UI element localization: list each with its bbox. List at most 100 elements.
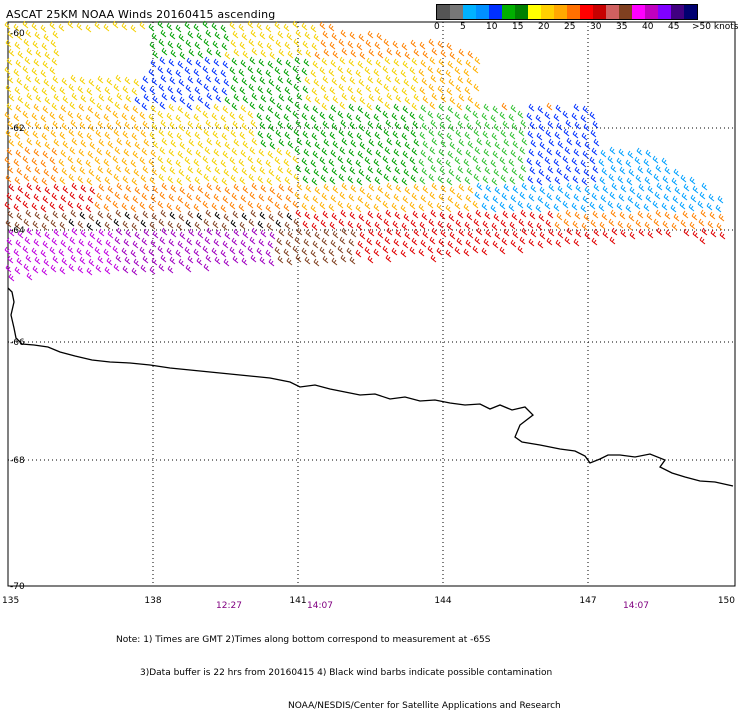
wind-barb <box>320 219 327 228</box>
wind-barb <box>521 182 528 191</box>
wind-barb <box>403 168 410 177</box>
wind-barb <box>249 191 256 200</box>
wind-barb <box>277 30 284 39</box>
wind-barb <box>322 120 329 129</box>
wind-barb <box>314 186 321 195</box>
wind-barb <box>454 201 461 210</box>
wind-barb <box>494 231 501 240</box>
wind-barb <box>692 185 699 194</box>
wind-barb <box>295 74 302 83</box>
wind-barb <box>547 210 554 219</box>
wind-barb <box>204 56 211 65</box>
wind-barb <box>350 229 357 238</box>
wind-barb <box>454 66 461 75</box>
wind-barb <box>267 240 274 249</box>
wind-barb <box>204 191 211 200</box>
wind-barb <box>26 47 33 56</box>
wind-barb <box>250 209 257 218</box>
wind-barb <box>689 176 696 185</box>
wind-barb <box>224 231 231 240</box>
scale-swatch <box>632 5 645 19</box>
wind-barb <box>448 78 455 87</box>
wind-barb <box>214 211 221 220</box>
wind-barb <box>589 156 596 165</box>
wind-barb <box>142 255 149 264</box>
wind-barb <box>6 102 13 111</box>
wind-barb <box>529 121 536 130</box>
wind-barb <box>278 183 285 192</box>
wind-barb <box>563 218 570 227</box>
wind-barb <box>365 129 372 138</box>
wind-barb <box>202 155 209 164</box>
wind-barb <box>287 95 294 104</box>
scale-swatch <box>684 5 697 19</box>
wind-barb <box>250 164 257 173</box>
wind-barb <box>220 69 227 78</box>
wind-barb <box>176 87 183 96</box>
wind-barb <box>203 173 210 182</box>
wind-barb <box>283 248 290 257</box>
wind-barb <box>654 191 661 200</box>
wind-barb <box>220 204 227 213</box>
wind-barb <box>367 165 374 174</box>
wind-barb <box>71 227 78 236</box>
wind-barb <box>600 194 607 203</box>
wind-barb <box>464 176 471 185</box>
wind-barb <box>179 231 186 240</box>
wind-barb <box>501 192 508 201</box>
wind-barb <box>626 177 633 186</box>
wind-barb <box>511 167 518 176</box>
wind-barb <box>699 236 706 245</box>
wind-barb <box>242 230 249 239</box>
wind-barb <box>611 227 618 236</box>
wind-barb <box>331 167 338 176</box>
wind-barb <box>112 155 119 164</box>
wind-barb <box>131 177 138 186</box>
wind-barb <box>673 168 680 177</box>
wind-barb <box>113 83 120 92</box>
wind-barb <box>268 168 275 177</box>
wind-barb <box>339 56 346 65</box>
wind-barb <box>509 176 516 185</box>
wind-barb <box>350 184 357 193</box>
wind-barb <box>132 240 139 249</box>
wind-barb <box>375 149 382 158</box>
wind-barb <box>554 176 561 185</box>
wind-barb <box>295 209 302 218</box>
wind-barb <box>458 138 465 147</box>
wind-barb <box>465 59 472 68</box>
wind-barb <box>159 56 166 65</box>
wind-barb <box>637 210 644 219</box>
wind-barb <box>269 231 276 240</box>
wind-barb <box>86 177 93 186</box>
wind-barb <box>43 168 50 177</box>
wind-barb <box>98 228 105 237</box>
wind-barb <box>466 212 473 221</box>
wind-barb <box>690 194 697 203</box>
wind-barb <box>422 230 429 239</box>
longitude-label: 150 <box>718 596 735 606</box>
wind-barb <box>17 185 24 194</box>
wind-barb <box>231 57 238 66</box>
wind-barbs <box>4 20 726 282</box>
wind-barb <box>382 155 389 164</box>
wind-barb <box>645 194 652 203</box>
wind-barb <box>544 201 551 210</box>
wind-barb <box>539 186 546 195</box>
wind-barb <box>409 246 416 255</box>
wind-barb <box>553 158 560 167</box>
wind-barb <box>619 166 626 175</box>
wind-barb <box>348 103 355 112</box>
wind-barb <box>187 120 194 129</box>
wind-barb <box>629 186 636 195</box>
wind-barb <box>197 230 204 239</box>
wind-barb <box>456 147 463 156</box>
wind-barb <box>167 85 174 94</box>
wind-barb <box>76 202 83 211</box>
wind-barb <box>383 218 390 227</box>
wind-barb <box>278 228 285 237</box>
wind-barb <box>374 86 381 95</box>
wind-barb <box>159 101 166 110</box>
wind-barb <box>571 202 578 211</box>
wind-barb <box>224 96 231 105</box>
